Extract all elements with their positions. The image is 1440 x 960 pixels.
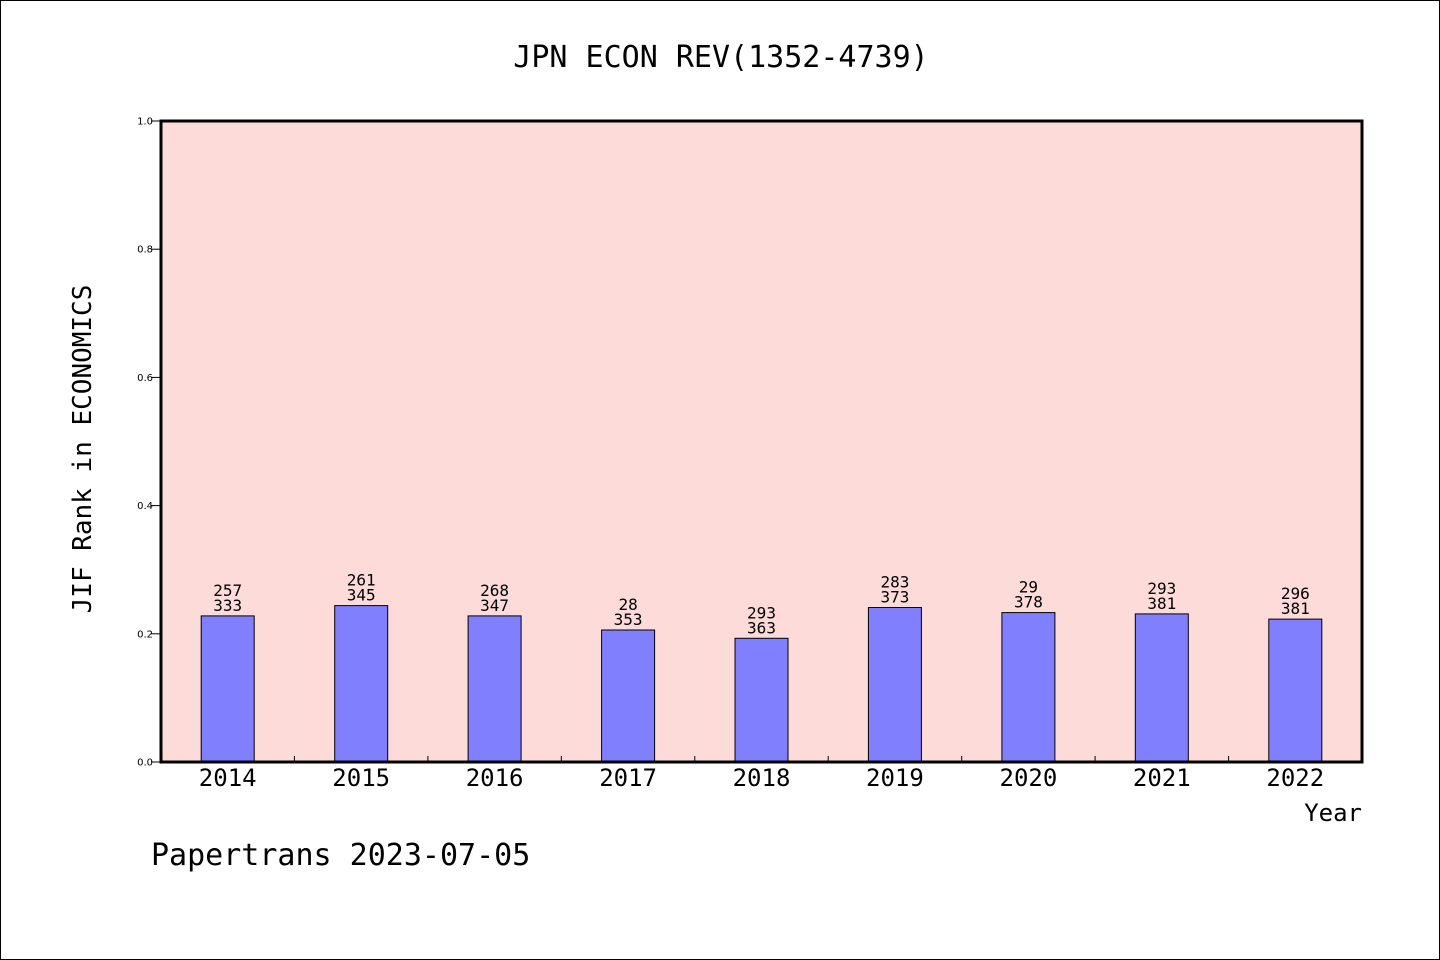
x-tick-label-2015: 2015 — [332, 764, 390, 792]
bar-rank-label-2017: 28 — [618, 595, 637, 614]
x-tick-label-2020: 2020 — [1000, 764, 1058, 792]
footer-credit: Papertrans 2023-07-05 — [151, 838, 530, 873]
y-tick-label: 0.2 — [137, 629, 153, 640]
bar-2022 — [1268, 618, 1323, 763]
y-tick-label: 0.4 — [137, 501, 153, 512]
bar-total-label-2021: 381 — [1147, 594, 1176, 613]
chart-title: JPN ECON REV(1352-4739) — [513, 40, 928, 75]
bar-rank-label-2022: 296 — [1281, 584, 1310, 603]
bar-rank-label-2018: 293 — [747, 603, 776, 622]
y-tick-label: 0.6 — [137, 373, 153, 384]
bar-rank-label-2021: 293 — [1147, 579, 1176, 598]
bar-2020 — [1001, 612, 1056, 763]
bar-total-label-2018: 363 — [747, 618, 776, 637]
bar-total-label-2017: 353 — [614, 610, 643, 629]
bar-rank-label-2014: 257 — [213, 581, 242, 600]
y-tick-label: 0.0 — [137, 758, 153, 769]
x-tick-label-2014: 2014 — [199, 764, 257, 792]
x-tick-label-2021: 2021 — [1133, 764, 1191, 792]
bar-total-label-2022: 381 — [1281, 599, 1310, 618]
bar-rank-label-2020: 29 — [1019, 578, 1038, 597]
plot-frame — [159, 119, 1364, 764]
y-axis-label: JIF Rank in ECONOMICS — [68, 285, 98, 614]
bar-total-label-2019: 373 — [880, 588, 909, 607]
bar-2021 — [1134, 613, 1189, 763]
bar-total-label-2014: 333 — [213, 596, 242, 615]
x-axis-label: Year — [1304, 799, 1362, 827]
bar-2015 — [334, 605, 389, 763]
bar-total-label-2015: 345 — [347, 586, 376, 605]
bar-2014 — [200, 615, 255, 763]
bar-2019 — [867, 607, 922, 763]
y-tick-label: 0.8 — [137, 245, 153, 256]
bar-2016 — [467, 615, 522, 763]
bar-rank-label-2015: 261 — [347, 571, 376, 590]
x-tick-label-2016: 2016 — [466, 764, 524, 792]
y-axis: 0.0 0.2 0.4 0.6 0.8 1.0 — [137, 117, 161, 769]
x-tick-label-2017: 2017 — [599, 764, 657, 792]
x-axis: 2014 2015 2016 2017 2018 2019 2020 2021 2022 — [199, 756, 1324, 792]
bar-total-label-2016: 347 — [480, 596, 509, 615]
bar-2017 — [601, 629, 656, 763]
bar-rank-label-2019: 283 — [880, 573, 909, 592]
x-tick-label-2022: 2022 — [1266, 764, 1324, 792]
bar-2018 — [734, 637, 789, 763]
x-tick-label-2018: 2018 — [733, 764, 791, 792]
y-tick-label: 1.0 — [137, 117, 153, 128]
bar-rank-label-2016: 268 — [480, 581, 509, 600]
bar-total-label-2020: 378 — [1014, 593, 1043, 612]
x-tick-label-2019: 2019 — [866, 764, 924, 792]
